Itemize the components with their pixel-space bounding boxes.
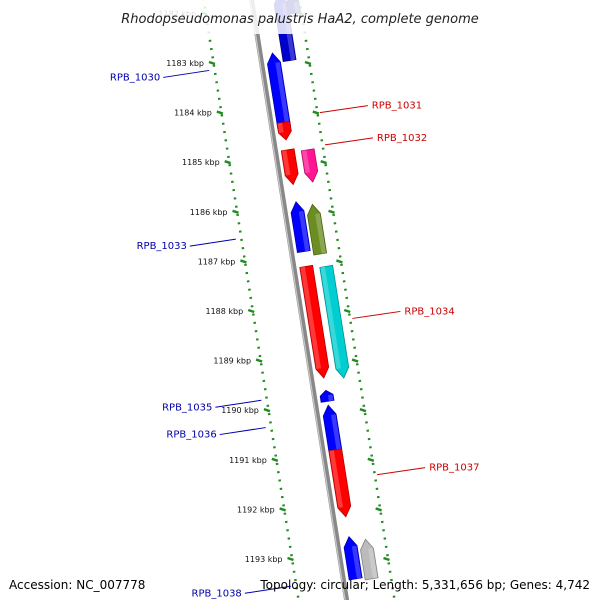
genome-summary-text: Topology: circular; Length: 5,331,656 bp… — [260, 578, 590, 592]
tick-label: 1183 kbp — [166, 59, 204, 68]
gene-arrow[interactable] — [319, 264, 350, 379]
tick-mark — [320, 160, 328, 165]
svg-text:RPB_1032: RPB_1032 — [377, 133, 427, 144]
svg-text:RPB_1034: RPB_1034 — [404, 306, 454, 317]
tick-mark — [343, 308, 351, 314]
gene-arrow[interactable] — [307, 203, 328, 256]
tick-label: 1187 kbp — [198, 257, 236, 266]
tick-mark — [216, 110, 224, 115]
tick-mark — [335, 259, 343, 264]
svg-text:RPB_1036: RPB_1036 — [166, 430, 216, 441]
backbone-highlight — [249, 0, 346, 600]
tick-label: 1184 kbp — [174, 109, 212, 118]
tick-mark — [208, 60, 216, 66]
tick-mark — [383, 556, 390, 562]
tick-label: 1193 kbp — [245, 555, 283, 564]
gene-label-rpb-1032[interactable]: RPB_1032 — [324, 133, 427, 146]
tick-mark — [255, 358, 263, 363]
tick-mark — [375, 507, 383, 512]
tick-mark — [359, 408, 367, 413]
gene-arrow[interactable] — [343, 535, 363, 581]
gene-label-rpb-1031[interactable]: RPB_1031 — [319, 101, 422, 114]
tick-mark — [239, 259, 247, 264]
tick-mark — [263, 408, 271, 413]
tick-mark — [312, 110, 320, 115]
tick-label: 1189 kbp — [213, 357, 251, 366]
tick-label: 1186 kbp — [190, 208, 228, 217]
map-title: Rhodopseudomonas palustris HaA2, complet… — [121, 12, 479, 27]
genome-backbone — [249, 0, 350, 600]
tick-mark — [224, 160, 232, 165]
gene-arrow[interactable] — [276, 121, 292, 141]
gene-arrow[interactable] — [299, 264, 330, 379]
gene-label-rpb-1037[interactable]: RPB_1037 — [377, 463, 479, 476]
tick-mark — [367, 457, 375, 462]
gene-label-rpb-1036[interactable]: RPB_1036 — [166, 427, 266, 441]
tick-mark — [271, 457, 279, 462]
tick-mark — [247, 308, 255, 314]
gene-features — [267, 0, 379, 581]
gene-label-rpb-1030[interactable]: RPB_1030 — [110, 69, 210, 83]
svg-text:RPB_1031: RPB_1031 — [372, 101, 422, 112]
gene-arrow[interactable] — [319, 389, 335, 403]
backbone-line — [249, 0, 350, 600]
tick-mark — [232, 209, 239, 214]
gene-labels: RPB_1030 RPB_1031 RPB_1032 RPB_1033 RPB_1034… — [110, 69, 479, 599]
title-backdrop — [0, 0, 600, 34]
accession-text: Accession: NC_007778 — [9, 578, 146, 592]
svg-text:RPB_1035: RPB_1035 — [162, 402, 212, 413]
gene-arrow[interactable] — [280, 148, 299, 186]
tick-mark — [328, 209, 335, 214]
svg-text:RPB_1030: RPB_1030 — [110, 72, 160, 83]
svg-text:RPB_1037: RPB_1037 — [429, 463, 479, 474]
gene-label-rpb-1033[interactable]: RPB_1033 — [137, 238, 236, 252]
tick-mark — [287, 556, 294, 562]
tick-label: 1188 kbp — [205, 307, 243, 316]
gene-arrow[interactable] — [290, 201, 311, 253]
gene-arrow[interactable] — [300, 148, 319, 183]
tick-label: 1190 kbp — [221, 406, 259, 415]
tick-rings — [200, 0, 396, 600]
gene-arrow[interactable] — [322, 404, 343, 452]
tick-label: 1185 kbp — [182, 158, 220, 167]
tick-label: 1191 kbp — [229, 456, 267, 465]
tick-mark — [304, 60, 312, 66]
gene-arrow[interactable] — [360, 538, 379, 581]
tick-label: 1192 kbp — [237, 505, 275, 514]
gene-label-rpb-1035[interactable]: RPB_1035 — [162, 399, 262, 413]
tick-mark — [279, 507, 287, 512]
gene-label-rpb-1034[interactable]: RPB_1034 — [352, 306, 455, 319]
svg-text:RPB_1033: RPB_1033 — [137, 241, 187, 252]
gene-label-rpb-1038[interactable]: RPB_1038 — [192, 585, 291, 599]
tick-mark — [351, 358, 359, 363]
gene-arrow[interactable] — [328, 448, 352, 518]
svg-text:RPB_1038: RPB_1038 — [192, 588, 242, 599]
